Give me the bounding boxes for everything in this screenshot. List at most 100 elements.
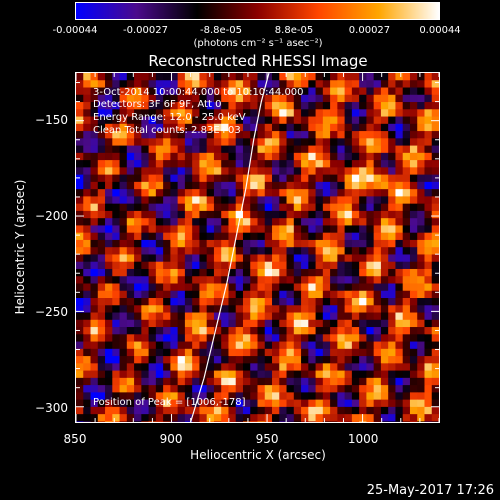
heatmap-cell <box>105 189 113 197</box>
heatmap-cell <box>242 319 251 328</box>
heatmap-cell <box>90 80 99 88</box>
heatmap-cell <box>105 334 113 342</box>
heatmap-cell <box>83 421 91 422</box>
heatmap-cell <box>76 152 84 161</box>
heatmap-cell <box>213 341 222 350</box>
heatmap-cell <box>199 414 208 422</box>
heatmap-cell <box>402 189 411 197</box>
heatmap-cell <box>119 225 128 234</box>
heatmap-cell <box>351 268 360 277</box>
heatmap-cell <box>330 210 338 219</box>
heatmap-cell <box>380 290 389 299</box>
heatmap-cell <box>242 385 251 393</box>
heatmap-cell <box>148 152 157 161</box>
heatmap-cell <box>177 414 186 422</box>
heatmap-cell <box>301 268 309 277</box>
heatmap-cell <box>235 290 244 299</box>
heatmap-cell <box>199 276 208 284</box>
chart-title: Reconstructed RHESSI Image <box>148 52 368 70</box>
heatmap-cell <box>344 327 353 335</box>
heatmap-cell <box>286 385 295 393</box>
heatmap-cell <box>293 348 302 357</box>
heatmap-cell <box>83 109 91 117</box>
heatmap-cell <box>366 174 375 183</box>
heatmap-cell <box>279 218 287 226</box>
heatmap-cell <box>177 167 186 176</box>
heatmap-cell <box>315 174 324 183</box>
heatmap-cell <box>177 290 186 299</box>
heatmap-cell <box>242 210 251 219</box>
heatmap-cell <box>308 385 316 393</box>
heatmap-cell <box>177 181 186 190</box>
heatmap-cell <box>380 421 389 422</box>
heatmap-cell <box>177 283 186 292</box>
heatmap-cell <box>177 254 186 263</box>
heatmap-cell <box>279 145 287 154</box>
heatmap-cell <box>90 123 99 132</box>
heatmap-cell <box>199 152 208 161</box>
heatmap-cell <box>424 225 433 234</box>
heatmap-cell <box>257 80 266 88</box>
heatmap-cell <box>409 138 418 146</box>
heatmap-cell <box>395 174 404 183</box>
heatmap-cell <box>315 116 324 125</box>
info-line: 3-Oct-2014 10:00:44.000 to 10:10:44.000 <box>93 87 304 98</box>
heatmap-cell <box>105 377 113 386</box>
heatmap-cell <box>380 123 389 132</box>
heatmap-cell <box>344 247 353 255</box>
heatmap-cell <box>286 363 295 371</box>
heatmap-cell <box>105 414 113 422</box>
heatmap-cell <box>402 123 411 132</box>
heatmap-cell <box>322 80 331 88</box>
heatmap-cell <box>148 312 157 321</box>
heatmap-cell <box>279 167 287 176</box>
heatmap-cell <box>279 261 287 270</box>
heatmap-cell <box>228 167 237 176</box>
heatmap-cell <box>141 160 149 168</box>
heatmap-cell <box>213 254 222 263</box>
heatmap-cell <box>272 276 280 284</box>
heatmap-cell <box>351 239 360 248</box>
heatmap-cell <box>221 181 229 190</box>
heatmap-cell <box>170 399 179 408</box>
heatmap-cell <box>315 414 324 422</box>
heatmap-cell <box>308 247 316 255</box>
heatmap-cell <box>141 399 149 408</box>
heatmap-cell <box>242 87 251 96</box>
heatmap-cell <box>97 131 106 139</box>
heatmap-cell <box>250 138 258 146</box>
heatmap-cell <box>83 160 91 168</box>
heatmap-cell <box>409 174 418 183</box>
heatmap-cell <box>170 421 179 422</box>
heatmap-cell <box>170 406 179 415</box>
heatmap-cell <box>112 305 120 313</box>
heatmap-cell <box>301 145 309 154</box>
heatmap-cell <box>242 189 251 197</box>
heatmap-cell <box>286 356 295 364</box>
heatmap-cell <box>257 327 266 335</box>
heatmap-cell <box>170 385 179 393</box>
heatmap-cell <box>199 102 208 110</box>
heatmap-cell <box>409 305 418 313</box>
heatmap-cell <box>409 399 418 408</box>
heatmap-cell <box>301 399 309 408</box>
heatmap-cell <box>206 377 215 386</box>
heatmap-cell <box>177 276 186 284</box>
heatmap-cell <box>155 377 164 386</box>
heatmap-cell <box>177 341 186 350</box>
heatmap-cell <box>424 94 433 103</box>
heatmap-cell <box>409 290 418 299</box>
heatmap-cell <box>105 210 113 219</box>
heatmap-cell <box>83 348 91 357</box>
heatmap-cell <box>199 167 208 176</box>
heatmap-cell <box>134 218 142 226</box>
heatmap-cell <box>315 145 324 154</box>
heatmap-cell <box>373 210 382 219</box>
heatmap-cell <box>351 160 360 168</box>
heatmap-cell <box>192 239 200 248</box>
heatmap-cell <box>417 152 425 161</box>
heatmap-cell <box>155 116 164 125</box>
heatmap-cell <box>402 94 411 103</box>
heatmap-cell <box>119 181 128 190</box>
heatmap-cell <box>315 276 324 284</box>
